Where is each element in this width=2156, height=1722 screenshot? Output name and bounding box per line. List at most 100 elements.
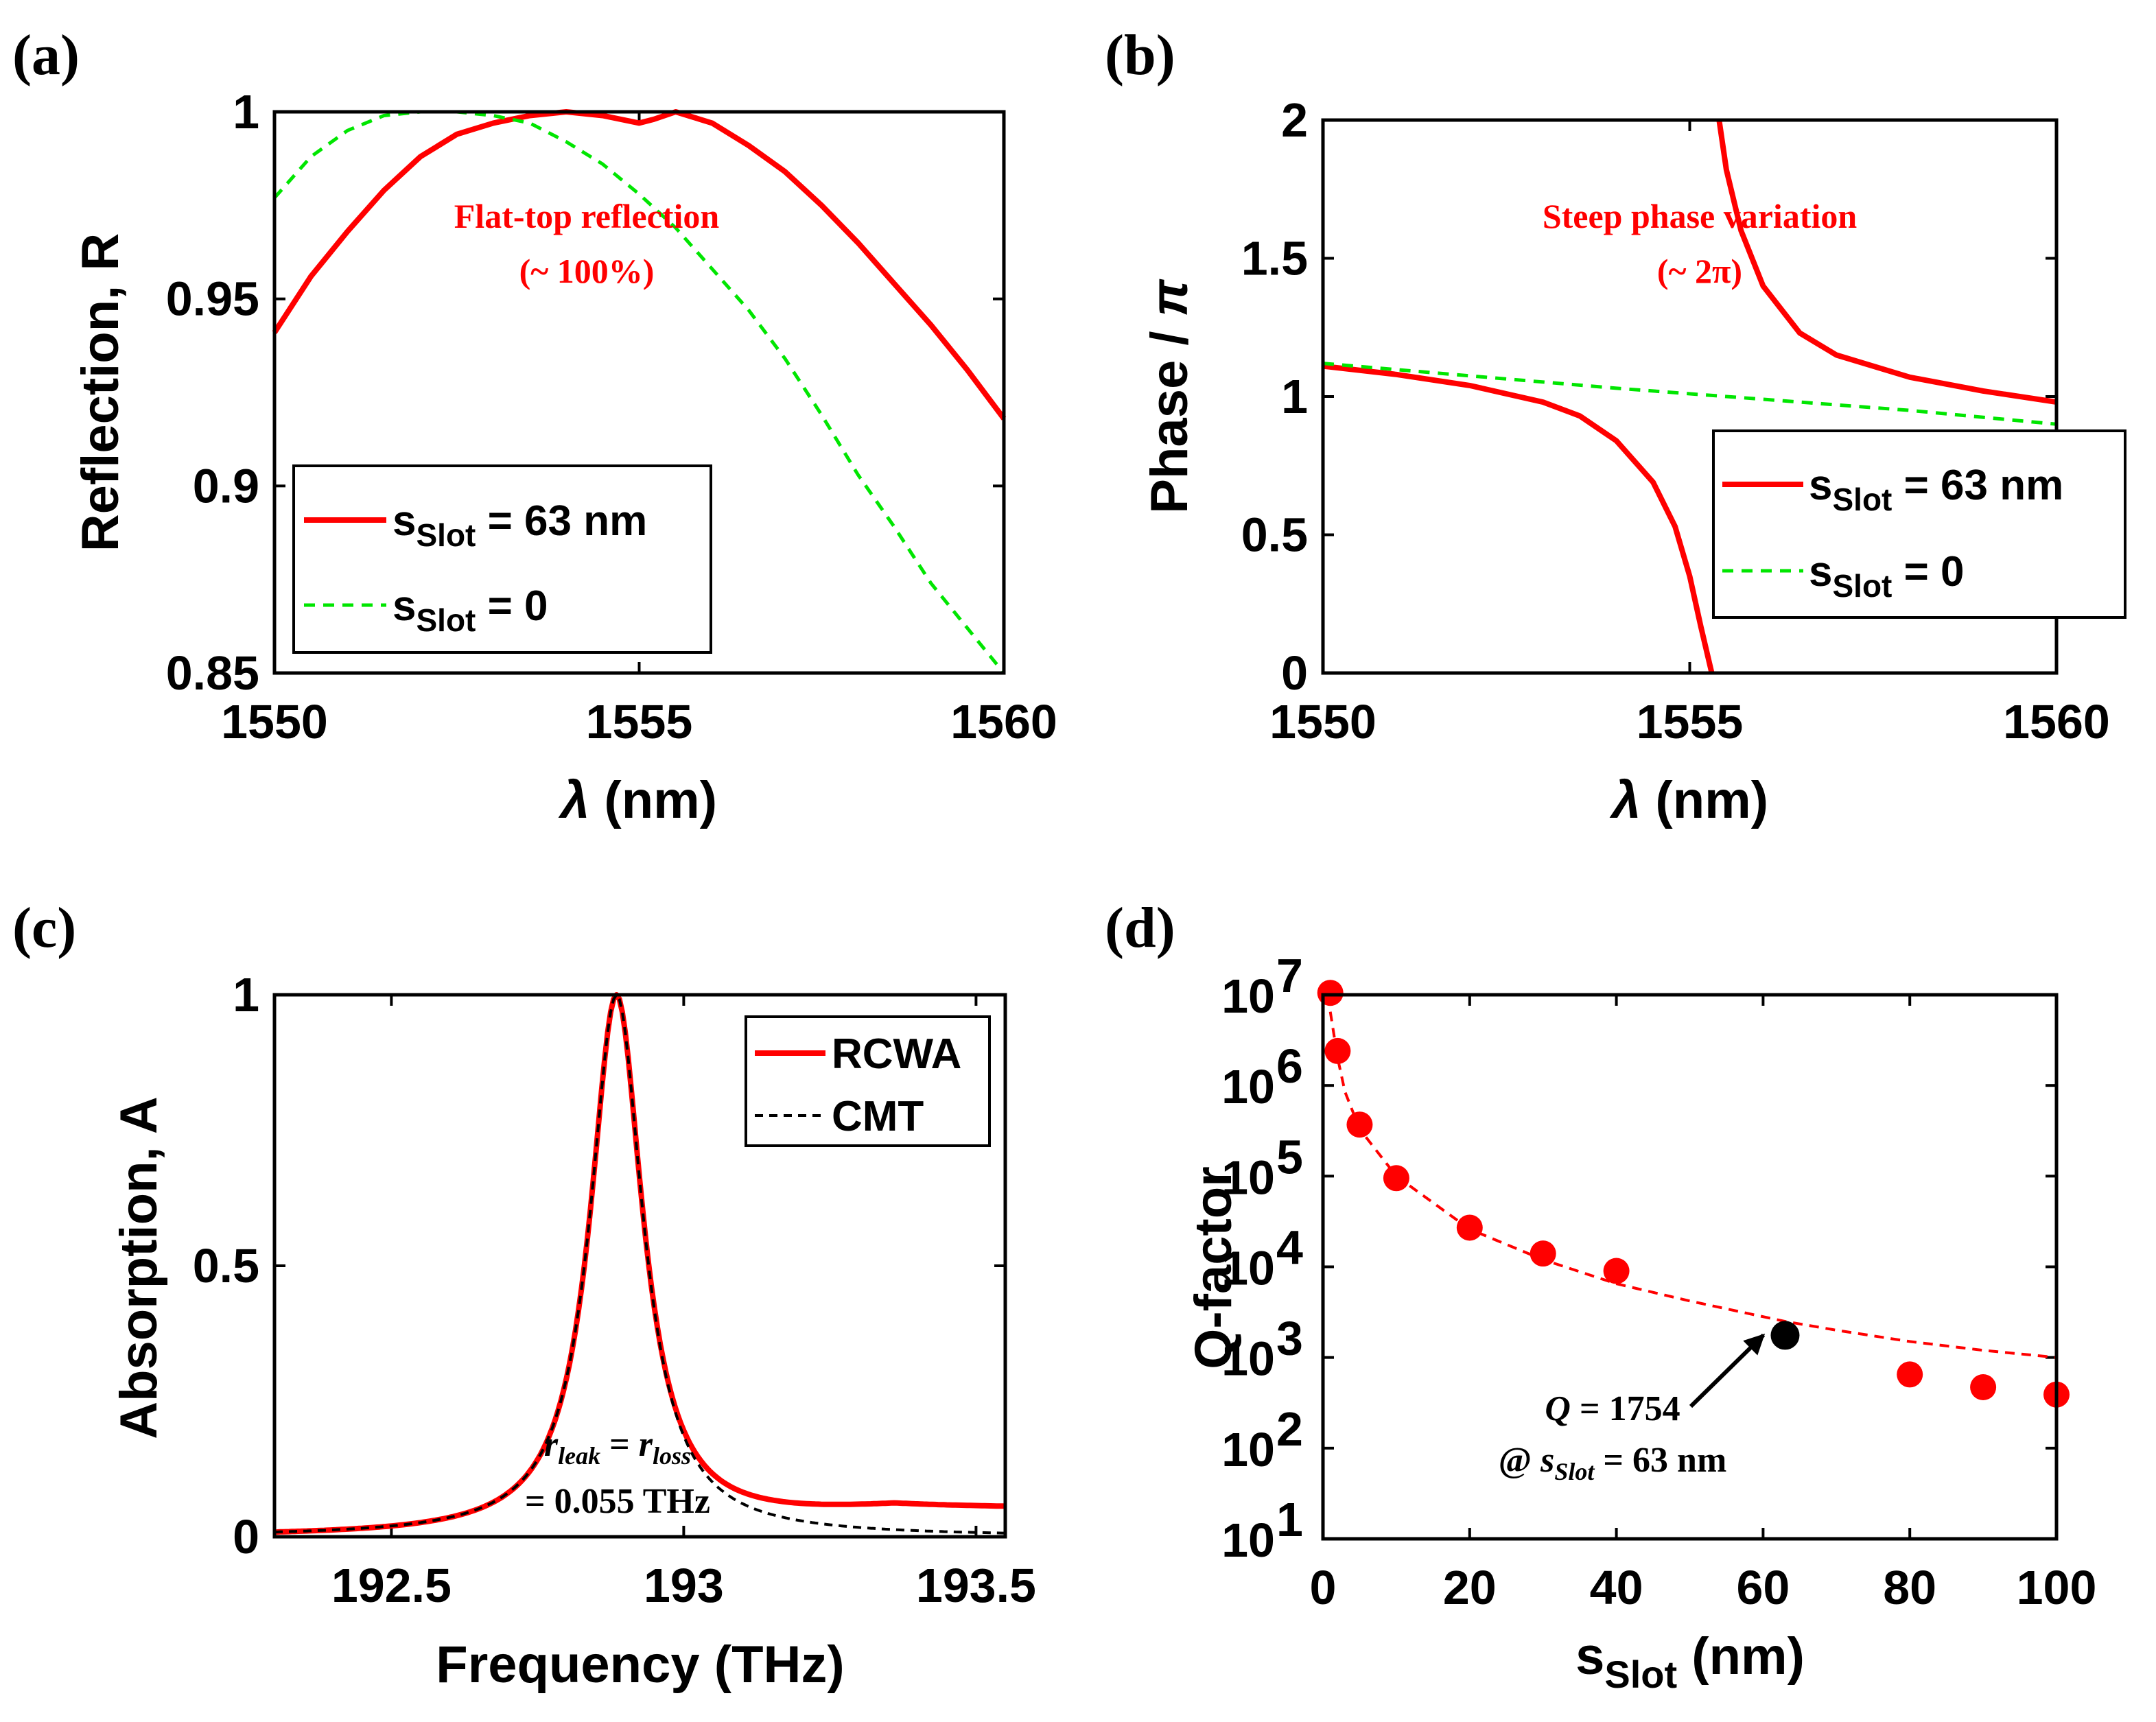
panel-c: (c) 192.5 193 193.5 0 0.5 1 RCWA CMT rleak = … — [12, 896, 1036, 1694]
panel-d-ytick-label: 10 — [1221, 1423, 1275, 1476]
panel-b-xtick-label: 1550 — [1269, 695, 1376, 748]
panel-d-ytick-label: 10 — [1221, 1513, 1275, 1567]
panel-c-legend: RCWA CMT — [745, 1015, 991, 1147]
panel-b-label: (b) — [1105, 23, 1175, 87]
panel-a-xtick-label: 1555 — [586, 695, 693, 748]
panel-b-legend: sSlot = 63 nm sSlot = 0 — [1712, 429, 2126, 619]
panel-d-xlabel: sSlot (nm) — [1575, 1627, 1805, 1696]
panel-a-series-2-line — [273, 110, 1005, 674]
panel-c-ytick-label: 0.5 — [193, 1239, 259, 1293]
panel-a: (a) 1550 1555 1560 0.85 0.9 0.95 1 Flat-top re… — [12, 23, 1057, 829]
panel-d-xtick-label: 20 — [1443, 1561, 1497, 1614]
panel-c-legend-entry-2: CMT — [832, 1093, 924, 1140]
panel-d-arrow — [1689, 1333, 1766, 1408]
panel-b-series-1-line — [1322, 363, 1715, 674]
panel-a-axes-frame — [272, 110, 1006, 675]
panel-d-ytick-exponent: 7 — [1276, 949, 1303, 1002]
panel-d-annotation-line2: @ sSlot = 63 nm — [1499, 1441, 1727, 1485]
panel-a-annotation-line1: Flat-top reflection — [454, 197, 720, 235]
panel-b-annotation-line2: (~ 2π) — [1657, 252, 1742, 290]
panel-c-xtick-label: 192.5 — [331, 1559, 452, 1612]
panel-b-series-3-line — [1322, 362, 2057, 426]
panel-c-annotation-line1: rleak = rloss — [544, 1425, 691, 1470]
panel-d-data-point — [1603, 1258, 1630, 1284]
panel-c-xtick-label: 193 — [644, 1559, 724, 1612]
panel-d-xtick-label: 0 — [1310, 1561, 1337, 1614]
panel-d-ytick-label: 10 — [1221, 1332, 1275, 1386]
panel-d-ytick-exponent: 2 — [1276, 1402, 1303, 1456]
panel-b: (b) 1550 1555 1560 0 0.5 1 1.5 2 Steep phase va… — [1105, 23, 2126, 829]
panel-a-ylabel: Reflection, R — [71, 233, 130, 552]
panel-b-annotation-line1: Steep phase variation — [1543, 197, 1858, 235]
panel-b-xtick-label: 1555 — [1637, 695, 1744, 748]
panel-d-data-point — [1317, 980, 1344, 1006]
panel-b-legend-entry-2: sSlot = 0 — [1809, 548, 1965, 604]
panel-d-ytick-exponent: 1 — [1276, 1493, 1303, 1546]
panel-d-data-point — [1897, 1361, 1923, 1388]
panel-c-annotation-line2: = 0.055 THz — [525, 1482, 710, 1521]
panel-d-ytick-label: 10 — [1221, 969, 1275, 1023]
panel-d-data-point — [1324, 1037, 1351, 1064]
panel-b-ytick-label: 1 — [1281, 370, 1308, 423]
panel-b-legend-box — [1712, 429, 2126, 619]
panel-c-ytick-label: 0 — [233, 1510, 259, 1564]
panel-b-ytick-label: 0.5 — [1241, 508, 1308, 562]
panel-c-legend-box — [745, 1015, 991, 1147]
panel-c-ytick-label: 1 — [233, 968, 259, 1022]
panel-c-xlabel: Frequency (THz) — [436, 1636, 844, 1694]
panel-a-ytick-label: 0.95 — [166, 272, 259, 326]
panel-d-ytick-exponent: 4 — [1276, 1221, 1303, 1275]
panel-a-series-1-line — [272, 109, 1007, 421]
panel-d-highlight-point — [1770, 1321, 1800, 1350]
panel-c-legend-entry-1: RCWA — [832, 1030, 961, 1078]
panel-a-ytick-label: 0.9 — [193, 459, 259, 512]
panel-d-data-point — [1970, 1374, 1997, 1401]
panel-a-ytick-label: 1 — [233, 85, 259, 139]
panel-d-annotation-line1: Q = 1754 — [1545, 1389, 1680, 1428]
panel-a-xtick-label: 1560 — [950, 695, 1057, 748]
panel-d-xtick-label: 100 — [2017, 1561, 2097, 1614]
panel-a-legend-box — [292, 464, 712, 654]
panel-b-legend-entry-1: sSlot = 63 nm — [1809, 462, 2063, 517]
panel-b-ticks: 1550 1555 1560 0 0.5 1 1.5 2 — [1241, 93, 2110, 748]
panel-d-ytick-label: 10 — [1221, 1242, 1275, 1295]
panel-b-ytick-label: 0 — [1281, 646, 1308, 700]
panel-d-ytick-exponent: 5 — [1276, 1130, 1303, 1183]
panel-b-xtick-label: 1560 — [2003, 695, 2110, 748]
panel-c-label: (c) — [12, 896, 76, 960]
panel-a-label: (a) — [12, 23, 80, 87]
panel-d-label: (d) — [1105, 896, 1175, 960]
panel-c-series — [274, 992, 1006, 1535]
panel-d-ytick-exponent: 3 — [1276, 1312, 1303, 1365]
panel-a-series — [272, 109, 1007, 674]
panel-d-xtick-label: 40 — [1590, 1561, 1643, 1614]
panel-d-data-point — [1530, 1240, 1556, 1267]
panel-b-xlabel: λ (nm) — [1609, 771, 1768, 829]
panel-d-xtick-label: 60 — [1736, 1561, 1790, 1614]
panel-a-xlabel: λ (nm) — [558, 771, 717, 829]
panel-b-axes-frame — [1321, 118, 2059, 675]
panel-b-ytick-label: 2 — [1281, 93, 1308, 147]
panel-a-ytick-label: 0.85 — [166, 646, 259, 700]
panel-d-xtick-label: 80 — [1883, 1561, 1936, 1614]
panel-d-ytick-label: 10 — [1221, 1060, 1275, 1113]
panel-d-series — [1317, 980, 2070, 1408]
panel-c-axes-frame — [272, 993, 1007, 1539]
panel-c-ylabel: Absorption, A — [110, 1096, 168, 1439]
panel-d-data-point — [1346, 1111, 1373, 1138]
panel-a-annotation-line2: (~ 100%) — [519, 252, 655, 290]
panel-d-fit-curve — [1328, 1011, 2057, 1359]
panel-d-ytick-label: 10 — [1221, 1151, 1275, 1204]
panel-b-series — [1322, 119, 2057, 674]
panel-a-legend: sSlot = 63 nm sSlot = 0 — [292, 464, 712, 654]
panel-a-legend-entry-1: sSlot = 63 nm — [392, 497, 647, 553]
panel-b-ylabel: Phase / π — [1140, 279, 1199, 513]
panel-d-ytick-exponent: 6 — [1276, 1039, 1303, 1093]
panel-a-ticks: 1550 1555 1560 0.85 0.9 0.95 1 — [166, 85, 1057, 748]
panel-c-xtick-label: 193.5 — [916, 1559, 1036, 1612]
panel-b-ytick-label: 1.5 — [1241, 232, 1308, 285]
panel-d-data-point — [1383, 1165, 1409, 1192]
panel-c-cmt-line — [274, 993, 1005, 1535]
